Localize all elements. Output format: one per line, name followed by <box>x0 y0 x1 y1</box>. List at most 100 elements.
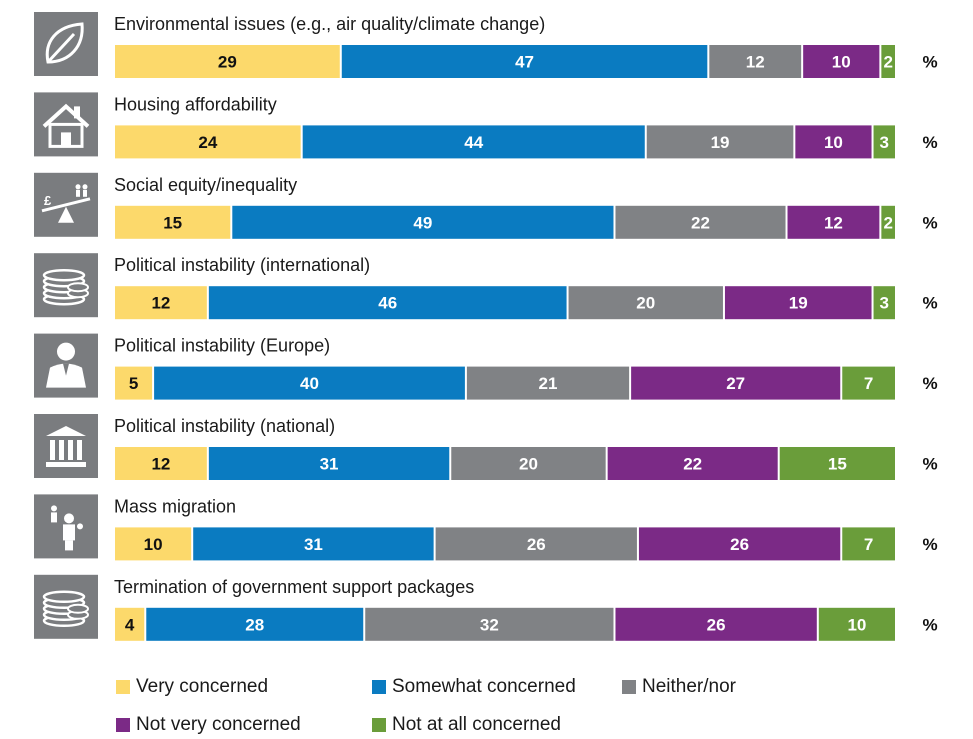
data-label: 12 <box>746 53 765 72</box>
category-row: £ Social equity/inequality 15 49 22 12 2% <box>34 172 938 239</box>
bar-segment-not-at-all-concerned <box>842 527 895 561</box>
person-head <box>82 184 88 190</box>
bar-segment-not-at-all-concerned <box>881 45 895 78</box>
house-roof <box>42 103 90 128</box>
person-body <box>63 524 75 541</box>
data-label: 3 <box>880 133 889 152</box>
institution-base <box>46 462 86 467</box>
data-label: 20 <box>519 455 538 474</box>
data-label: 24 <box>198 133 217 152</box>
person-head <box>51 505 57 512</box>
bar-segment-very-concerned <box>115 527 192 561</box>
person-head <box>64 513 74 524</box>
bar-segment-not-very-concerned <box>795 125 872 159</box>
category-row: Environmental issues (e.g., air quality/… <box>34 12 938 78</box>
bar-segment-neither-nor <box>615 205 786 239</box>
category-row: Termination of government support packag… <box>34 574 938 641</box>
bar-segment-neither-nor <box>646 125 794 159</box>
bar-segment-neither-nor <box>709 45 802 78</box>
person-body <box>83 189 87 197</box>
bar-segment-neither-nor <box>451 447 606 480</box>
data-label: 10 <box>847 615 866 634</box>
data-label: 27 <box>726 374 745 393</box>
person-head <box>57 342 75 361</box>
data-label: 19 <box>711 133 730 152</box>
category-row: Political instability (national) 12 31 20 22… <box>34 414 938 480</box>
data-label: 3 <box>880 294 889 313</box>
bar-segment-very-concerned <box>115 125 301 159</box>
data-label: 15 <box>828 455 847 474</box>
data-label: 46 <box>378 294 397 313</box>
coin <box>67 282 89 293</box>
data-label: 10 <box>144 535 163 554</box>
bar-segment-somewhat-concerned <box>232 205 614 239</box>
person-body <box>51 512 57 523</box>
bar-segment-somewhat-concerned <box>302 125 645 159</box>
bar-segment-somewhat-concerned <box>208 286 567 320</box>
bar-segment-not-very-concerned <box>787 205 880 239</box>
data-label: 26 <box>527 535 546 554</box>
data-label: 28 <box>245 615 264 634</box>
bar-segment-not-very-concerned <box>615 607 817 641</box>
person-head <box>75 184 81 190</box>
bar-segment-neither-nor <box>568 286 723 320</box>
data-label: 31 <box>320 455 339 474</box>
data-label: 15 <box>163 213 182 232</box>
bar-segment-somewhat-concerned <box>154 366 465 400</box>
person-head <box>77 523 83 530</box>
bar-segment-not-very-concerned <box>803 45 880 78</box>
data-label: 40 <box>300 374 319 393</box>
percent-label: % <box>922 294 937 313</box>
person-icon <box>34 333 98 398</box>
data-label: 19 <box>789 294 808 313</box>
coin <box>67 603 89 614</box>
bar-segment-somewhat-concerned <box>193 527 434 561</box>
bar-segment-not-very-concerned <box>631 366 841 400</box>
leaf-icon <box>34 12 98 76</box>
percent-label: % <box>922 455 937 474</box>
bar-segment-very-concerned <box>115 607 145 641</box>
coins-icon <box>34 253 98 318</box>
bar-segment-very-concerned <box>115 205 231 239</box>
data-label: 12 <box>824 213 843 232</box>
institution-roof <box>46 426 86 436</box>
bar-segment-neither-nor <box>435 527 637 561</box>
category-label: Social equity/inequality <box>114 175 297 195</box>
data-label: 10 <box>832 53 851 72</box>
bar-segment-neither-nor <box>365 607 614 641</box>
percent-label: % <box>922 615 937 634</box>
category-row: Housing affordability 24 44 19 10 3% <box>34 92 938 159</box>
migration-icon <box>34 494 98 559</box>
bar-segment-not-at-all-concerned <box>881 205 895 239</box>
data-label: 26 <box>730 535 749 554</box>
bar-segment-not-at-all-concerned <box>779 447 895 480</box>
category-row: Political instability (international) 12 4… <box>34 253 938 320</box>
scales-icon: £ <box>34 172 98 237</box>
percent-label: % <box>922 213 937 232</box>
icon-tile <box>34 414 98 478</box>
data-label: 49 <box>413 213 432 232</box>
bar-segment-not-at-all-concerned <box>873 286 895 320</box>
bar-segment-very-concerned <box>115 447 207 480</box>
category-row: Mass migration 10 31 26 26 7% <box>34 494 938 561</box>
data-label: 7 <box>864 374 873 393</box>
percent-label: % <box>922 374 937 393</box>
house-door <box>61 132 71 147</box>
house-icon <box>34 92 98 157</box>
percent-label: % <box>922 133 937 152</box>
data-label: 47 <box>515 53 534 72</box>
data-label: 12 <box>151 455 170 474</box>
bar-segment-neither-nor <box>466 366 630 400</box>
data-label: 12 <box>151 294 170 313</box>
bar-segment-not-at-all-concerned <box>818 607 895 641</box>
bar-segment-somewhat-concerned <box>208 447 450 480</box>
category-label: Political instability (national) <box>114 416 335 436</box>
leaf-vein <box>46 32 76 64</box>
bar-segment-not-very-concerned <box>607 447 778 480</box>
data-label: 21 <box>539 374 558 393</box>
person-body <box>76 189 80 197</box>
bar-segment-very-concerned <box>115 286 207 320</box>
scales-base <box>58 206 74 223</box>
bar-segment-not-at-all-concerned <box>842 366 895 400</box>
bar-segment-not-at-all-concerned <box>873 125 895 159</box>
